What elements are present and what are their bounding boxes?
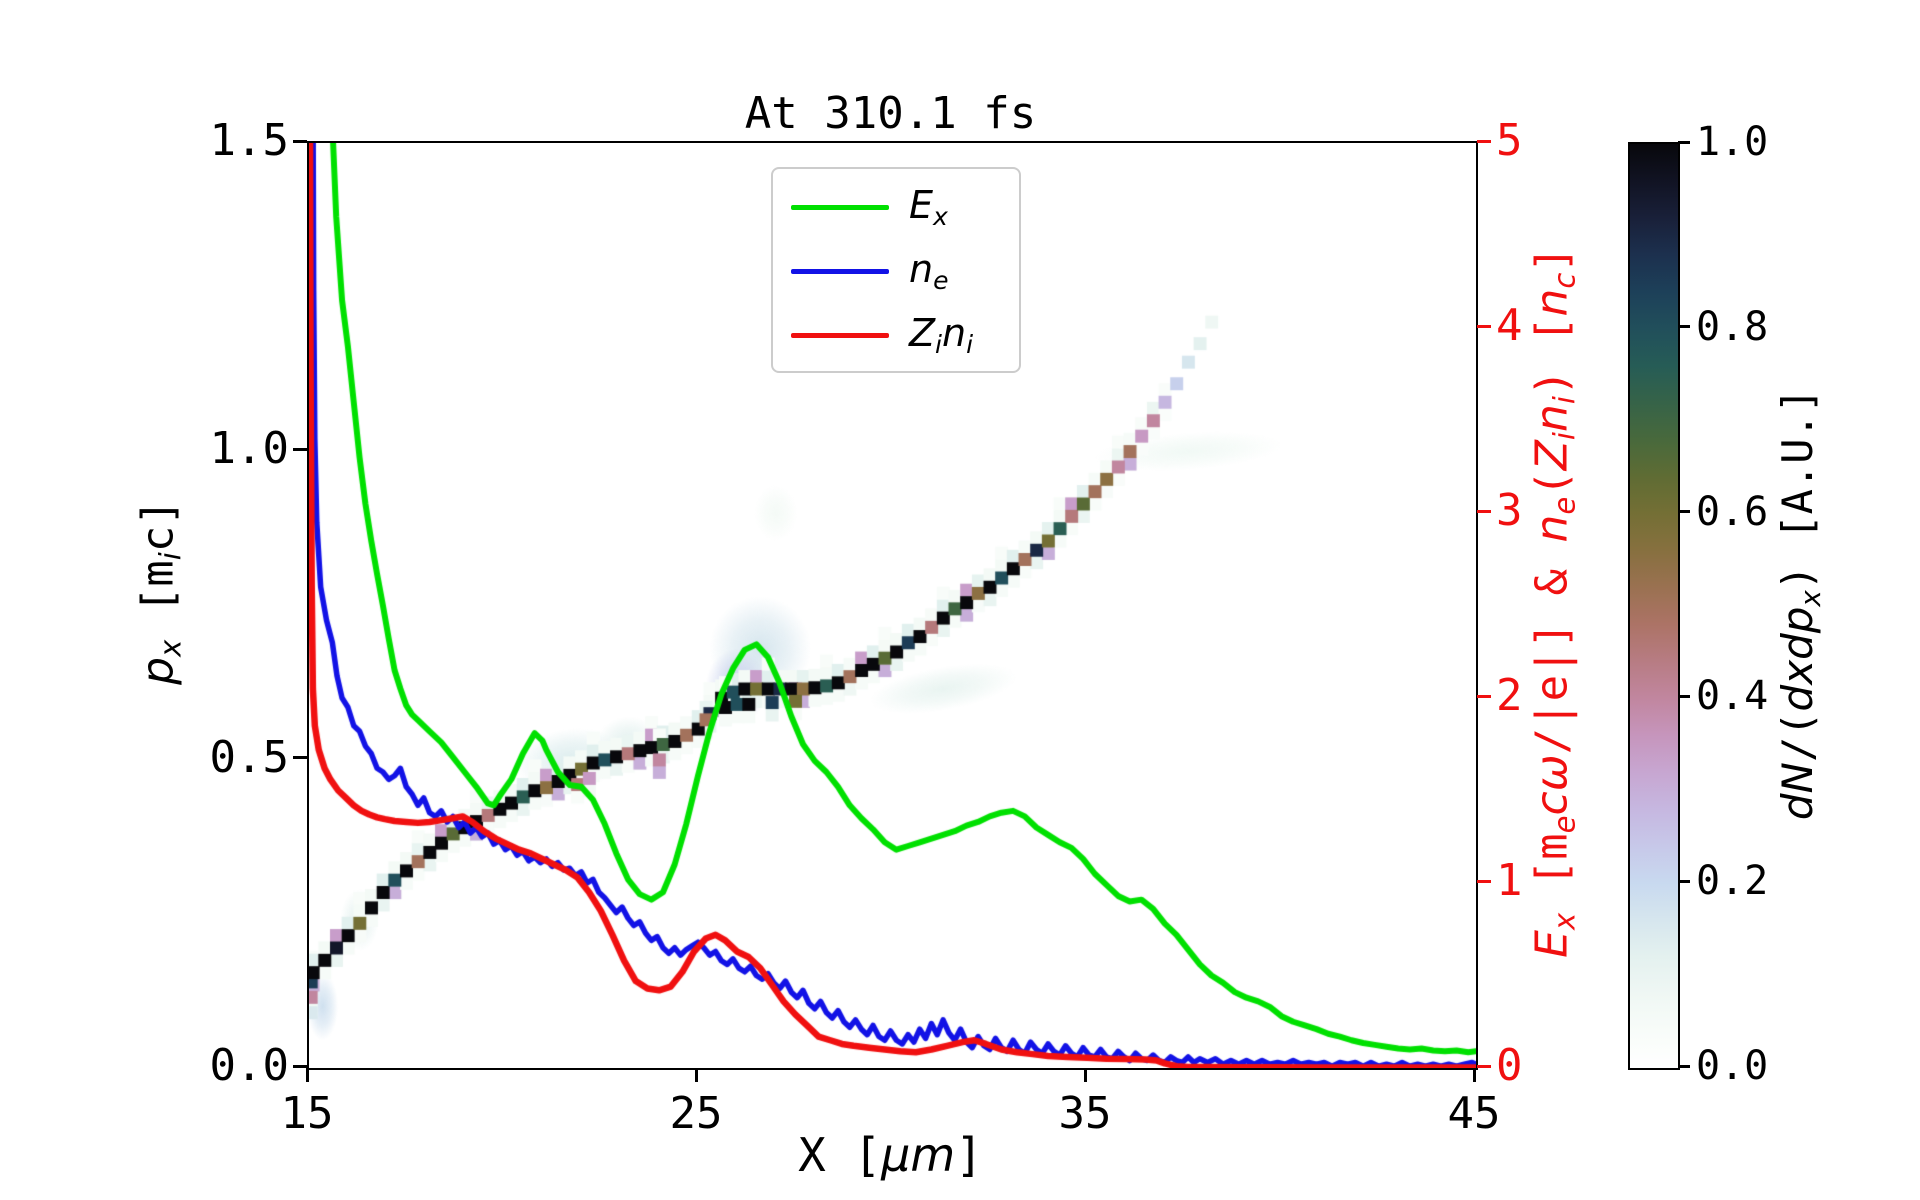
y-right-tick-label: 1	[1496, 855, 1523, 906]
legend-line-zini	[791, 333, 889, 338]
plot-title: At 310.1 fs	[744, 88, 1037, 139]
y-right-tick-mark	[1477, 324, 1491, 328]
label-segment: ω	[1526, 754, 1578, 792]
x-tick-mark	[1083, 1068, 1087, 1082]
label-segment: ]	[1526, 246, 1578, 273]
label-segment: /(	[1773, 711, 1823, 763]
label-segment: dxdp	[1773, 606, 1823, 712]
label-segment: x	[933, 202, 948, 232]
label-segment: i	[935, 330, 943, 360]
colorbar	[1628, 142, 1680, 1070]
label-segment: E	[909, 183, 934, 227]
label-segment: ]	[955, 1128, 983, 1182]
x-axis-label: X [μm]	[307, 1128, 1474, 1182]
legend: Ex ne Zini	[771, 167, 1021, 373]
label-segment: X [	[798, 1128, 882, 1182]
y-axis-left-label: px [mic]	[132, 499, 187, 685]
label-segment: n	[1526, 514, 1578, 543]
colorbar-tick-mark	[1678, 1064, 1690, 1068]
y-right-tick-mark	[1477, 879, 1491, 883]
colorbar-tick-label: 0.8	[1696, 303, 1769, 350]
colorbar-tick-label: 0.2	[1696, 858, 1769, 905]
legend-item-ex: Ex	[773, 175, 1019, 239]
x-tick-label: 35	[1058, 1088, 1112, 1139]
y-left-tick-label: 0.0	[209, 1040, 289, 1091]
colorbar-tick-mark	[1678, 694, 1690, 698]
y-left-tick-mark	[293, 756, 307, 760]
colorbar-tick-mark	[1678, 510, 1690, 514]
legend-item-zini: Zini	[773, 303, 1019, 367]
y-right-tick-label: 3	[1496, 485, 1523, 536]
label-segment: [m	[132, 560, 184, 640]
label-segment: x	[153, 639, 188, 657]
label-segment: Z	[909, 311, 936, 355]
label-segment: Z	[1526, 440, 1578, 471]
label-segment: p	[132, 656, 184, 685]
label-segment: e	[1547, 815, 1582, 834]
label-segment: n	[909, 247, 934, 291]
y-right-tick-label: 0	[1496, 1040, 1523, 1091]
y-right-tick-label: 2	[1496, 670, 1523, 721]
colorbar-tick-label: 1.0	[1696, 119, 1769, 165]
label-segment: c]	[132, 499, 184, 553]
y-left-tick-mark	[293, 139, 307, 143]
y-left-tick-mark	[293, 1064, 307, 1068]
y-left-tick-label: 0.5	[209, 731, 289, 783]
label-segment: E	[1526, 930, 1578, 958]
label-segment: i	[1547, 396, 1582, 405]
label-segment: n	[942, 311, 967, 355]
colorbar-tick-mark	[1678, 140, 1690, 144]
x-tick-mark	[694, 1068, 698, 1082]
legend-label-zini: Zini	[909, 311, 973, 359]
x-tick-label: 45	[1447, 1088, 1501, 1139]
legend-label-ne: ne	[909, 247, 949, 295]
colorbar-tick-label: 0.4	[1696, 673, 1769, 720]
label-segment: c	[1526, 791, 1578, 816]
x-tick-mark	[305, 1068, 309, 1082]
y-right-tick-mark	[1477, 1064, 1491, 1068]
label-segment: /|e|] &	[1526, 542, 1578, 755]
y-left-tick-mark	[293, 447, 307, 451]
label-segment: x	[1793, 590, 1827, 607]
y-right-tick-label: 5	[1496, 115, 1523, 166]
y-right-tick-mark	[1477, 509, 1491, 513]
x-tick-label: 15	[280, 1088, 334, 1139]
y-right-tick-mark	[1477, 694, 1491, 698]
colorbar-label: dN/(dxdpx) [A.U.]	[1773, 388, 1827, 820]
y-left-tick-label: 1.0	[209, 423, 289, 475]
y-left-tick-label: 1.5	[209, 115, 289, 166]
label-segment: e	[1547, 496, 1582, 515]
colorbar-tick-label: 0.6	[1696, 488, 1769, 535]
label-segment: [m	[1526, 833, 1578, 913]
x-tick-mark	[1472, 1068, 1476, 1082]
legend-line-ne	[791, 269, 889, 274]
x-tick-label: 25	[669, 1088, 723, 1139]
label-segment: n	[1526, 288, 1578, 317]
label-segment: dN	[1773, 762, 1823, 821]
colorbar-tick-mark	[1678, 879, 1690, 883]
label-segment: ) [A.U.]	[1773, 387, 1823, 591]
label-segment: i	[966, 330, 974, 360]
colorbar-tick-label: 0.0	[1696, 1043, 1769, 1089]
y-right-tick-label: 4	[1496, 300, 1523, 351]
label-segment: c	[1547, 272, 1582, 289]
y-axis-right-label: Ex [mecω/|e|] & ne(Zini) [nc]	[1526, 246, 1581, 958]
label-segment: μm	[881, 1128, 956, 1182]
label-segment: i	[1547, 431, 1582, 441]
label-segment: e	[933, 266, 949, 296]
label-segment: x	[1547, 912, 1582, 931]
colorbar-tick-mark	[1678, 325, 1690, 329]
legend-line-ex	[791, 205, 889, 210]
y-right-tick-mark	[1477, 139, 1491, 143]
label-segment: i	[153, 552, 188, 561]
label-segment: ) [	[1526, 316, 1578, 397]
label-segment: n	[1526, 404, 1578, 432]
label-segment: (	[1526, 470, 1578, 497]
legend-label-ex: Ex	[909, 183, 948, 231]
legend-item-ne: ne	[773, 239, 1019, 303]
